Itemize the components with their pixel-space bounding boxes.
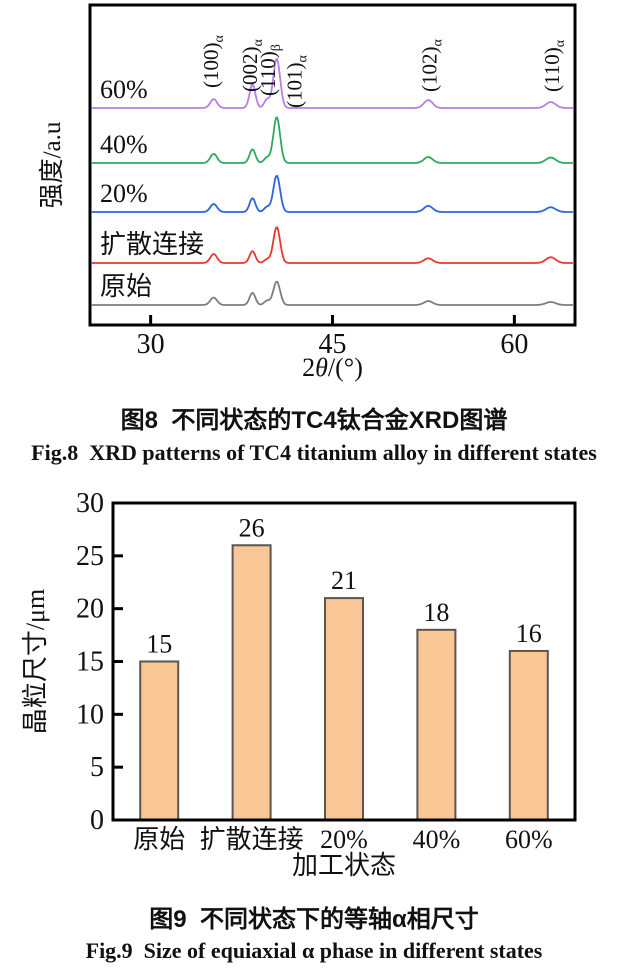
fig9-caption-en: Fig.9 Size of equiaxial α phase in diffe… xyxy=(85,938,543,963)
x-tick-label: 30 xyxy=(137,329,165,360)
y-tick-label: 30 xyxy=(76,488,104,519)
xrd-plot-frame xyxy=(88,3,577,327)
xrd-curve-扩散连接 xyxy=(91,226,573,264)
bar-value-label: 26 xyxy=(239,513,265,542)
xrd-curve-40% xyxy=(91,116,573,164)
y-tick-label: 0 xyxy=(90,805,104,836)
y-tick-label: 25 xyxy=(76,541,104,572)
grain-size-chart: 0 5 10 15 20 25 30 15 原始 26 扩散连接 21 20% 18 40% 16 60% 加工状… xyxy=(21,488,577,880)
category-label: 扩散连接 xyxy=(200,825,304,854)
peak-label-(101)α: (101)α xyxy=(283,55,311,109)
fig8-caption-en: Fig.8 XRD patterns of TC4 titanium alloy… xyxy=(31,440,597,465)
xrd-curve-20% xyxy=(91,174,573,213)
bar-40% xyxy=(416,628,457,821)
peak-label-(002)α: (002)α xyxy=(238,39,266,93)
xrd-xaxis-title: 2θ/(°) xyxy=(302,353,363,382)
y-tick-label: 15 xyxy=(76,647,104,678)
category-label: 20% xyxy=(320,825,368,854)
bar-value-label: 16 xyxy=(516,619,542,648)
bar-xaxis-title: 加工状态 xyxy=(292,851,396,880)
xrd-curve-原始 xyxy=(91,280,573,306)
series-label-原始: 原始 xyxy=(100,272,152,301)
bar-扩散连接 xyxy=(231,544,272,822)
bar-value-label: 21 xyxy=(331,566,357,595)
series-label-40%: 40% xyxy=(100,130,148,159)
y-tick-label: 20 xyxy=(76,594,104,625)
bar-value-label: 15 xyxy=(146,630,172,659)
y-tick-label: 10 xyxy=(76,699,104,730)
bar-60% xyxy=(508,649,549,821)
bar-yaxis-title: 晶粒尺寸/μm xyxy=(21,589,50,734)
category-label: 60% xyxy=(505,825,553,854)
peak-label-(102)α: (102)α xyxy=(417,39,445,93)
series-label-60%: 60% xyxy=(100,75,148,104)
peak-label-(110)β: (110)β xyxy=(256,44,284,96)
xrd-curve-60% xyxy=(91,58,573,109)
bar-plot-frame xyxy=(111,501,577,822)
fig8-caption-zh: 图8 不同状态的TC4钛合金XRD图谱 xyxy=(120,407,508,434)
category-label: 原始 xyxy=(133,825,185,854)
fig9-caption-zh: 图9 不同状态下的等轴α相尺寸 xyxy=(149,906,479,933)
x-tick-label: 60 xyxy=(500,329,528,360)
category-label: 40% xyxy=(413,825,461,854)
series-label-扩散连接: 扩散连接 xyxy=(100,230,204,259)
bar-20% xyxy=(324,597,364,821)
bar-value-label: 18 xyxy=(423,598,449,627)
xrd-yaxis-title: 强度/a.u xyxy=(38,121,66,208)
y-tick-label: 5 xyxy=(90,752,104,783)
peak-label-(110)α: (110)α xyxy=(540,39,568,92)
peak-label-(100)α: (100)α xyxy=(199,35,227,89)
series-label-20%: 20% xyxy=(100,179,148,208)
x-tick-label: 45 xyxy=(319,329,347,360)
bar-原始 xyxy=(139,660,180,821)
